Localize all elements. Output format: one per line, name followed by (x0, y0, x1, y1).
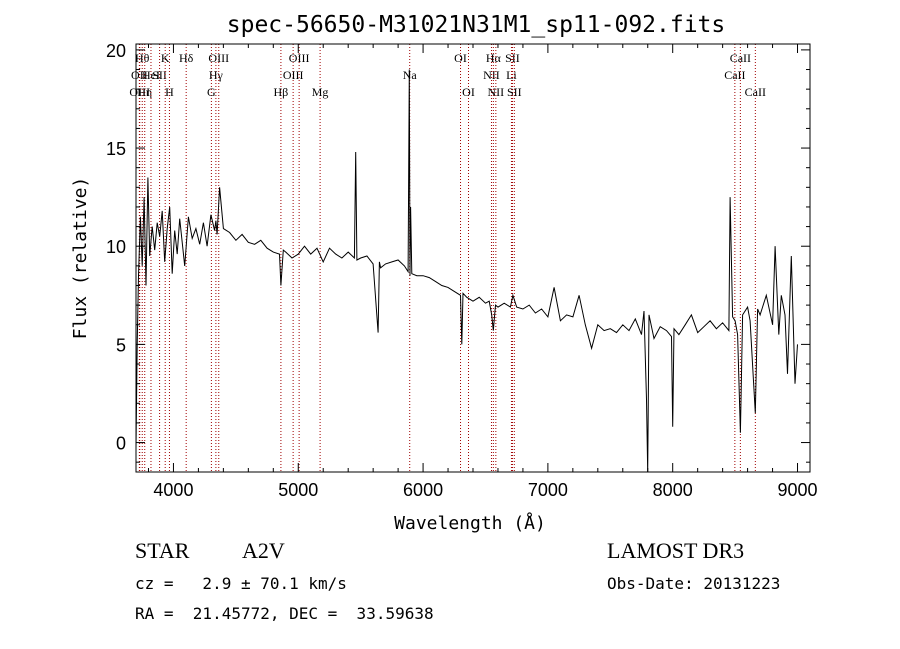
emission-line-markers: HθOIIOIIIHηHeISIIKHHδGHγOIIIHβOIIIOIIIMg… (129, 44, 766, 472)
line-marker-label: OIII (289, 51, 310, 65)
line-marker-label: CaII (745, 85, 766, 99)
line-marker-label: NII (483, 68, 500, 82)
line-marker-label: OI (462, 85, 475, 99)
line-marker-label: CaII (724, 68, 745, 82)
line-marker-label: Na (403, 68, 418, 82)
line-marker-label: HeI (142, 68, 160, 82)
axis-ticks: 4000 5000 6000 7000 8000 9000 0 5 10 15 20 (106, 41, 818, 500)
chart-title: spec-56650-M31021N31M1_sp11-092.fits (227, 12, 726, 38)
line-marker-label: OIII (283, 68, 304, 82)
y-tick-label: 15 (106, 139, 126, 159)
y-tick-label: 5 (116, 335, 126, 355)
line-marker-label: SII (505, 51, 520, 65)
y-axis-label: Flux (relative) (70, 177, 91, 340)
y-tick-label: 10 (106, 237, 126, 257)
x-tick-label: 4000 (153, 480, 193, 500)
x-tick-label: 9000 (777, 480, 817, 500)
line-marker-label: Li (506, 68, 517, 82)
line-marker-label: SII (507, 85, 522, 99)
y-tick-label: 0 (116, 434, 126, 454)
x-axis-label: Wavelength (Å) (394, 512, 546, 534)
line-marker-label: Mg (312, 85, 329, 99)
object-subclass: A2V (242, 538, 285, 563)
spectrum-chart: spec-56650-M31021N31M1_sp11-092.fits Hθ O… (70, 12, 818, 534)
line-marker-label: H (165, 85, 174, 99)
line-marker-label: Hδ (179, 51, 194, 65)
spectrum-series-line (135, 69, 798, 473)
redshift-readout: cz = 2.9 ± 70.1 km/s (135, 574, 347, 593)
line-marker-label: SII (152, 68, 167, 82)
line-marker-label: OI (454, 51, 467, 65)
line-marker-label: Hη (137, 85, 152, 99)
line-marker-label: G (207, 85, 216, 99)
x-tick-label: 8000 (653, 480, 693, 500)
survey-name: LAMOST DR3 (607, 538, 745, 563)
line-marker-label: Hθ (135, 51, 150, 65)
observation-date: Obs-Date: 20131223 (607, 574, 781, 593)
x-tick-label: 6000 (403, 480, 443, 500)
coordinates-readout: RA = 21.45772, DEC = 33.59638 (135, 604, 434, 623)
line-marker-label: Hγ (209, 68, 224, 82)
line-marker-label: K (161, 51, 170, 65)
line-marker-label: Hα (486, 51, 502, 65)
plot-frame (135, 43, 811, 473)
x-tick-label: 5000 (278, 480, 318, 500)
y-tick-label: 20 (106, 41, 126, 61)
line-marker-label: CaII (730, 51, 751, 65)
x-tick-label: 7000 (528, 480, 568, 500)
line-marker-label: Hβ (274, 85, 289, 99)
object-class: STAR (135, 538, 190, 563)
line-marker-label: NII (488, 85, 505, 99)
line-marker-label: OIII (208, 51, 229, 65)
